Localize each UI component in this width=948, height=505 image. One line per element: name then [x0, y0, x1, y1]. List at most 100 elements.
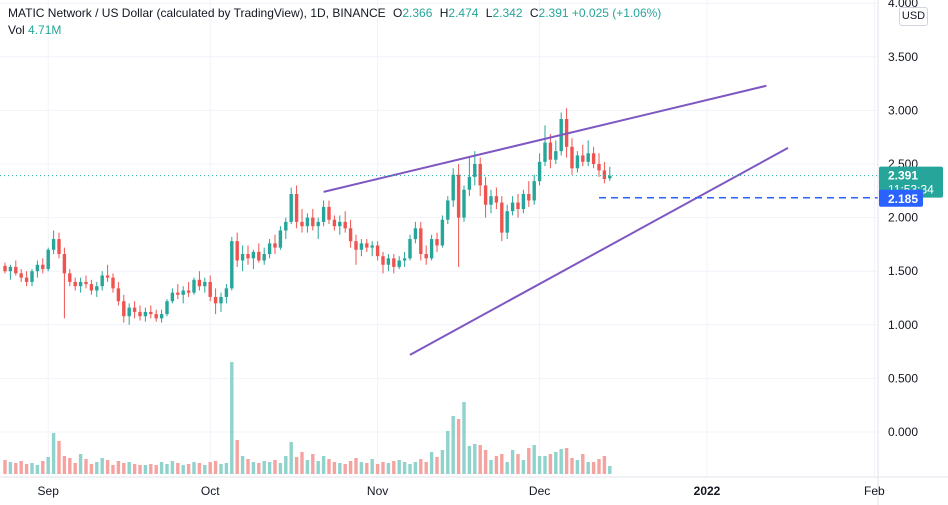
candle-body — [327, 206, 331, 220]
candle — [78, 277, 83, 293]
candle-body — [359, 243, 364, 250]
volume-bar — [176, 463, 180, 474]
candle-body — [451, 174, 455, 201]
volume-bar — [170, 461, 175, 474]
candle-body — [338, 221, 342, 227]
volume-bars — [3, 362, 612, 474]
candle — [494, 187, 499, 210]
candle — [316, 217, 320, 240]
trendline-lower[interactable] — [409, 147, 789, 356]
candle — [116, 281, 121, 306]
volume-bar — [246, 459, 250, 474]
volume-bar — [197, 463, 202, 474]
volume-bar — [527, 448, 531, 474]
volume-bar — [73, 463, 77, 474]
candle-body — [392, 258, 396, 267]
candle — [473, 151, 477, 186]
candle — [154, 309, 158, 322]
candle-body — [419, 228, 423, 255]
candle-body — [532, 181, 536, 201]
volume-bar — [429, 452, 434, 474]
candle-body — [284, 221, 288, 231]
x-tick-label: 2022 — [694, 484, 721, 498]
time-axis[interactable]: Sep Oct Nov Dec 2022 Feb — [0, 476, 948, 498]
candle — [375, 241, 380, 261]
volume-bar — [564, 448, 569, 474]
volume-bar — [3, 460, 7, 474]
candle — [500, 196, 504, 242]
candle — [278, 226, 283, 250]
volume-bar — [257, 463, 261, 474]
volume-bar — [532, 445, 536, 474]
candle-body — [289, 194, 293, 222]
volume-bar — [338, 463, 342, 474]
candle — [354, 234, 358, 265]
candle — [402, 251, 407, 267]
volume-bar — [494, 456, 499, 474]
volume-bar — [149, 464, 153, 474]
candle-body — [354, 241, 358, 250]
volume-bar — [305, 460, 310, 474]
candle-body — [84, 281, 88, 285]
volume-bar — [30, 463, 34, 474]
volume-bar — [262, 461, 266, 474]
candle-body — [203, 281, 207, 287]
volume-bar — [35, 465, 40, 474]
candle-body — [473, 164, 477, 177]
candle — [186, 281, 191, 297]
volume-bar — [240, 456, 245, 474]
volume-label: Vol — [8, 23, 25, 37]
candle-body — [68, 273, 72, 282]
y-tick-label: 0.500 — [888, 371, 918, 385]
candle-body — [3, 265, 7, 272]
candle — [435, 232, 439, 252]
volume-bar — [19, 461, 23, 474]
candle — [419, 221, 423, 261]
candle — [365, 239, 369, 252]
symbol-title: MATIC Network / US Dollar (calculated by… — [8, 6, 386, 20]
candle — [451, 168, 455, 207]
currency-button[interactable]: USD — [899, 7, 928, 26]
level-price-tag-value: 2.185 — [888, 192, 918, 206]
candle-body — [300, 221, 304, 227]
candle — [608, 166, 612, 181]
candle — [30, 269, 34, 287]
chart-legend: MATIC Network / US Dollar (calculated by… — [8, 5, 661, 39]
candle — [267, 239, 272, 259]
candle-body — [343, 221, 347, 229]
drawing-overlays[interactable] — [0, 84, 878, 356]
volume-bar — [570, 458, 574, 474]
candle-body — [332, 219, 337, 227]
candle-body — [159, 314, 164, 319]
volume-bar — [413, 462, 418, 474]
candle-body — [543, 142, 547, 162]
volume-bar — [68, 458, 72, 474]
candle-body — [219, 296, 223, 304]
candle-body — [262, 254, 266, 261]
volume-bar — [321, 456, 326, 474]
candle-body — [516, 202, 520, 210]
candle — [132, 301, 137, 319]
candle-body — [73, 281, 77, 287]
candle-body — [62, 254, 67, 274]
candle — [413, 221, 418, 244]
volume-bar — [14, 463, 18, 474]
volume-bar — [327, 459, 331, 474]
candle-body — [267, 243, 272, 255]
volume-bar — [208, 462, 212, 474]
volume-bar — [100, 458, 104, 474]
candle — [89, 279, 94, 295]
candle — [332, 215, 337, 231]
trendline-upper[interactable] — [323, 84, 767, 193]
candle-body — [424, 254, 428, 259]
candle — [197, 271, 202, 291]
candle — [105, 264, 110, 282]
volume-bar — [543, 456, 547, 474]
volume-bar — [419, 459, 423, 474]
price-axis[interactable]: 4.0003.5003.0002.5002.0001.5001.0000.500… — [877, 0, 918, 505]
volume-bar — [278, 463, 283, 474]
candle-body — [494, 196, 499, 203]
candle — [240, 245, 245, 272]
candle-body — [597, 164, 601, 171]
